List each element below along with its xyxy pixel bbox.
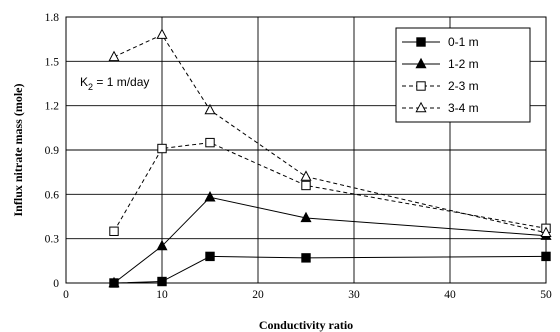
legend-label: 1-2 m — [448, 57, 479, 71]
y-tick-label: 0.9 — [45, 145, 60, 157]
data-point-2-3-m — [157, 143, 167, 154]
data-point-0-1-m — [205, 251, 215, 262]
data-point-1-2-m — [156, 239, 168, 251]
y-tick-label: 0.6 — [45, 189, 60, 201]
y-tick-label: 1.2 — [45, 101, 60, 113]
y-tick-label: 1.5 — [45, 56, 60, 68]
series-markers — [108, 28, 552, 288]
legend-items: 0-1 m 1-2 m 2-3 m 3-4 m — [402, 35, 479, 115]
x-tick-label: 50 — [540, 289, 552, 301]
annotation-prefix: K — [80, 75, 88, 89]
legend: 0-1 m 1-2 m 2-3 m 3-4 m — [395, 27, 531, 123]
x-tick-label: 30 — [348, 289, 360, 301]
legend-item-2-3-m: 2-3 m — [402, 79, 479, 93]
data-point-0-1-m — [301, 253, 311, 263]
legend-label: 0-1 m — [448, 35, 479, 49]
data-point-2-3-m — [205, 137, 215, 148]
data-point-3-4-m — [156, 28, 168, 39]
annotation-k2: K2 = 1 m/day — [80, 75, 149, 92]
annotation-subscript: 2 — [88, 82, 93, 92]
data-point-1-2-m — [108, 276, 120, 288]
legend-label: 2-3 m — [448, 79, 479, 93]
data-point-0-1-m — [157, 276, 167, 287]
series-line-1-2-m — [113, 196, 547, 284]
data-point-3-4-m — [108, 50, 120, 62]
series-line-2-3-m — [113, 142, 547, 232]
x-axis-title: Conductivity ratio — [259, 318, 353, 332]
annotation-suffix: = 1 m/day — [93, 75, 149, 89]
series-line-0-1-m — [113, 255, 547, 284]
y-axis-title: Influx nitrate mass (mole) — [11, 84, 25, 217]
svg-text:K2 = 1 m/day: K2 = 1 m/day — [80, 75, 149, 92]
data-point-2-3-m — [301, 180, 311, 191]
legend-marker — [415, 57, 427, 69]
x-tick-label: 40 — [444, 289, 456, 301]
legend-marker — [415, 101, 427, 113]
data-point-0-1-m — [541, 251, 551, 262]
legend-item-1-2-m: 1-2 m — [402, 57, 479, 71]
legend-marker — [416, 81, 426, 91]
data-point-3-4-m — [540, 226, 552, 237]
y-tick-labels: 0 0.3 0.6 0.9 1.2 1.5 1.8 — [45, 12, 60, 290]
x-tick-label: 20 — [252, 289, 264, 301]
x-tick-label: 10 — [156, 289, 168, 301]
data-point-1-2-m — [204, 191, 216, 202]
legend-item-3-4-m: 3-4 m — [402, 101, 479, 115]
legend-item-0-1-m: 0-1 m — [402, 35, 479, 49]
data-point-2-3-m — [109, 226, 119, 236]
y-tick-label: 0 — [53, 278, 59, 290]
x-tick-labels: 0 10 20 30 40 50 — [63, 289, 552, 301]
y-tick-label: 0.3 — [45, 234, 60, 246]
legend-marker — [416, 37, 426, 47]
legend-label: 3-4 m — [448, 101, 479, 115]
data-point-1-2-m — [300, 211, 312, 223]
y-tick-label: 1.8 — [45, 12, 60, 24]
x-tick-label: 0 — [63, 289, 69, 301]
data-point-3-4-m — [204, 103, 216, 115]
data-point-3-4-m — [300, 170, 312, 181]
